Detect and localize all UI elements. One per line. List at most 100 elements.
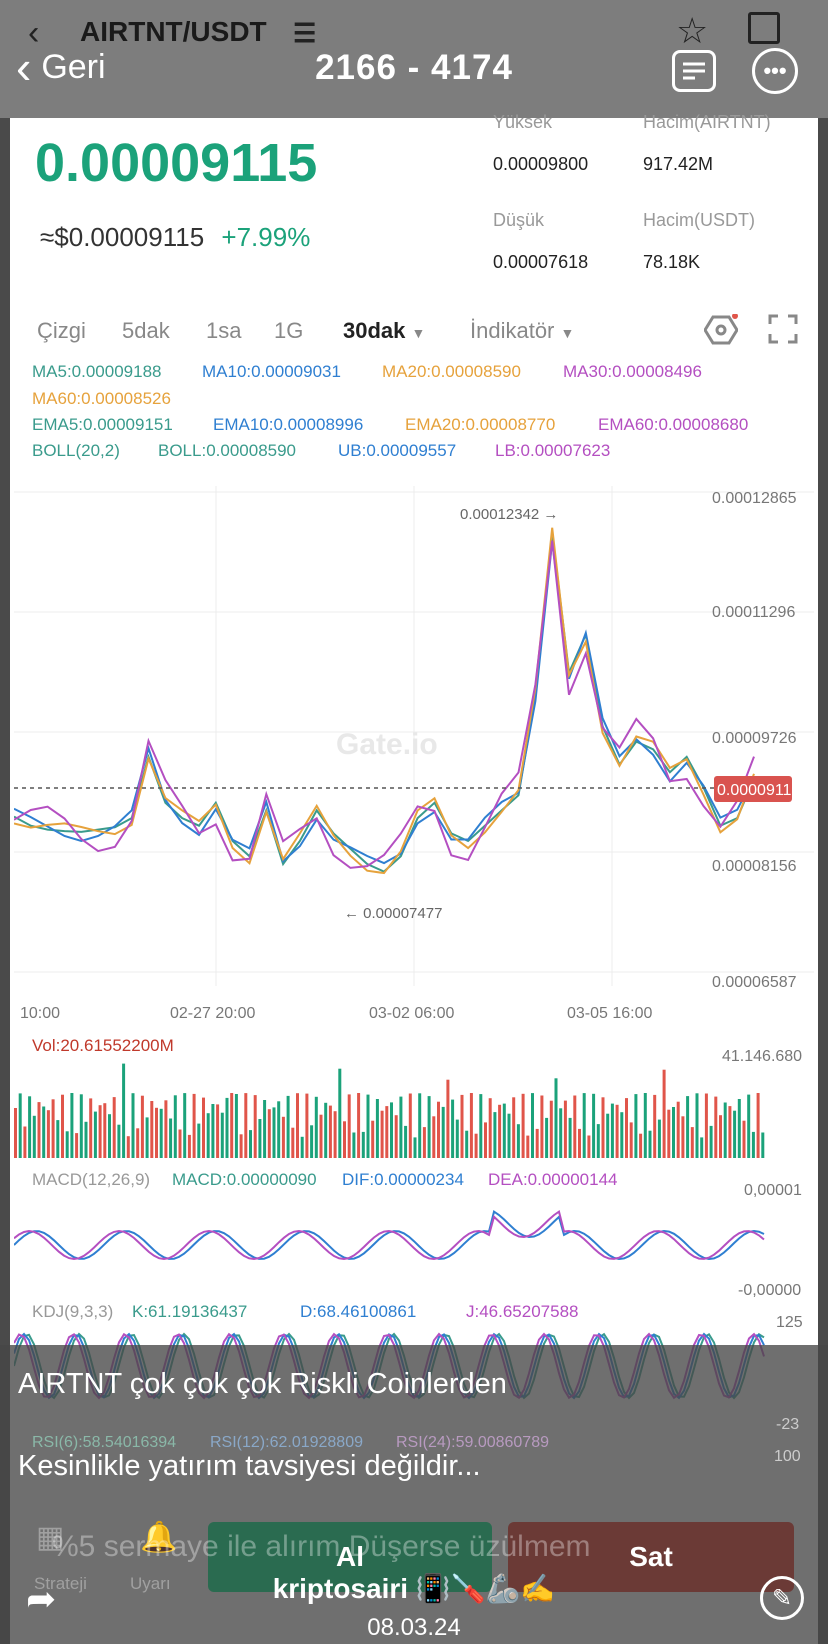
tab-line[interactable]: Çizgi xyxy=(37,318,86,343)
tab-30m[interactable]: 30dak ▼ xyxy=(343,318,425,344)
strategy-label[interactable]: Strateji xyxy=(34,1574,87,1593)
tab-30m-label: 30dak xyxy=(343,318,406,343)
volume-bar xyxy=(244,1093,248,1158)
volume-bar xyxy=(98,1105,102,1158)
volume-bar xyxy=(643,1093,647,1158)
tab-1h[interactable]: 1sa xyxy=(206,318,242,343)
volume-bar xyxy=(441,1106,445,1158)
volume-bar xyxy=(686,1096,690,1158)
tab-5m[interactable]: 5dak xyxy=(122,318,170,343)
volume-bar xyxy=(615,1104,619,1158)
volume-bar xyxy=(399,1096,403,1158)
volume-bar xyxy=(498,1104,502,1158)
volume-bar xyxy=(366,1094,370,1158)
alert-bell-icon[interactable]: 🔔 xyxy=(140,1521,178,1554)
volume-bar xyxy=(173,1095,177,1158)
volume-bar xyxy=(18,1093,22,1158)
volume-bar xyxy=(46,1110,50,1158)
last-price: 0.00009115 xyxy=(35,133,318,193)
alert-label[interactable]: Uyarı xyxy=(130,1574,171,1593)
volume-bar xyxy=(559,1108,563,1158)
volume-bar xyxy=(211,1104,215,1158)
volume-bar xyxy=(84,1121,88,1158)
volume-bar xyxy=(422,1127,426,1158)
sell-button[interactable]: Sat xyxy=(508,1522,794,1592)
tab-indicator[interactable]: İndikatör ▼ xyxy=(470,318,574,344)
volume-bar xyxy=(267,1109,271,1158)
macd-chart xyxy=(14,1209,765,1261)
share-arrow-icon[interactable]: ➦ xyxy=(26,1578,57,1619)
volume-bar xyxy=(75,1133,79,1158)
volume-bar xyxy=(136,1128,140,1158)
volume-bar xyxy=(324,1102,328,1158)
timeframe-tabs: Çizgi 5dak 1sa 1G 30dak ▼ İndikatör ▼ xyxy=(10,300,818,360)
volume-bar xyxy=(469,1093,473,1158)
volume-bar xyxy=(737,1099,741,1158)
volume-bar xyxy=(178,1129,182,1158)
volume-bar xyxy=(126,1136,130,1158)
list-icon[interactable] xyxy=(672,50,716,92)
y-tick-2: 0.00011296 xyxy=(712,604,796,621)
buy-button[interactable]: Al xyxy=(208,1522,492,1592)
volume-bar xyxy=(526,1135,530,1158)
share-out-icon[interactable] xyxy=(748,12,780,44)
volume-bar xyxy=(296,1093,299,1158)
tab-1d[interactable]: 1G xyxy=(274,318,304,343)
volume-bar xyxy=(587,1135,591,1158)
settings-hexagon-icon[interactable] xyxy=(704,314,738,346)
volume-bar xyxy=(385,1106,389,1158)
kdj-title: KDJ(9,3,3) xyxy=(32,1302,114,1321)
volume-bar xyxy=(216,1104,220,1158)
star-icon[interactable]: ☆ xyxy=(676,10,709,51)
volume-bar xyxy=(159,1108,163,1158)
strategy-icon[interactable]: ▦ xyxy=(36,1521,65,1554)
post-date: 08.03.24 xyxy=(367,1614,461,1641)
volume-bar xyxy=(361,1131,365,1158)
volume-bar xyxy=(404,1125,408,1158)
volume-bar xyxy=(610,1103,614,1158)
volume-bar xyxy=(606,1113,610,1158)
volume-bar xyxy=(653,1094,657,1158)
back-chevron-icon[interactable]: ‹ xyxy=(28,14,40,52)
volume-bar xyxy=(103,1103,107,1158)
ema60-value: EMA60:0.00008680 xyxy=(598,415,749,434)
volume-bar xyxy=(310,1125,314,1158)
ema10-value: EMA10:0.00008996 xyxy=(213,415,364,434)
volume-bar xyxy=(512,1097,516,1158)
volume-bar xyxy=(328,1105,332,1158)
series-line xyxy=(14,527,755,875)
macd-value: MACD:0.00000090 xyxy=(172,1170,317,1189)
usd-price: ≈$0.00009115 xyxy=(40,222,205,252)
ma5-value: MA5:0.00009188 xyxy=(32,362,162,381)
volume-bar xyxy=(629,1122,633,1158)
navigation-header: ‹ AIRTNT/USDT ☰ ☆ ‹ Geri 2166 - 4174 ••• xyxy=(0,0,828,118)
back-arrow-icon: ‹ xyxy=(16,41,32,93)
fullscreen-icon[interactable] xyxy=(768,314,798,344)
author-name[interactable]: kriptosairi 📳🪛🦾✍️ xyxy=(272,1573,556,1604)
volume-bar xyxy=(714,1096,718,1158)
volume-bar xyxy=(225,1097,229,1158)
volume-bar xyxy=(42,1106,46,1158)
volume-bar xyxy=(131,1093,135,1158)
more-options-icon[interactable]: ••• xyxy=(752,48,798,94)
ma60-value: MA60:0.00008526 xyxy=(32,389,171,408)
volume-bar xyxy=(343,1121,346,1158)
caret-down-icon: ▼ xyxy=(560,325,575,341)
boll-lb: LB:0.00007623 xyxy=(495,441,611,460)
price-chart[interactable]: Gate.io 0.00009115 0.00012342 → ← 0.0000… xyxy=(14,486,814,996)
menu-lines-icon[interactable]: ☰ xyxy=(293,18,317,48)
volume-bar xyxy=(554,1078,558,1158)
current-price-tag-text: 0.00009115 xyxy=(717,782,800,799)
volume-bar xyxy=(563,1100,567,1158)
boll-title: BOLL(20,2) xyxy=(32,441,120,460)
edit-pen-icon[interactable]: ✎ xyxy=(760,1576,804,1620)
y-tick-4: 0.00008156 xyxy=(712,858,797,875)
boll-value: BOLL:0.00008590 xyxy=(158,441,297,460)
pair-title[interactable]: AIRTNT/USDT xyxy=(80,16,267,47)
volume-quote-label: Hacim(USDT) xyxy=(643,210,755,230)
volume-bar xyxy=(747,1094,751,1158)
volume-bar xyxy=(150,1101,154,1158)
macd-top: 0,00001 xyxy=(744,1182,802,1199)
back-button[interactable]: ‹ Geri xyxy=(16,44,106,90)
volume-bar xyxy=(394,1115,398,1158)
